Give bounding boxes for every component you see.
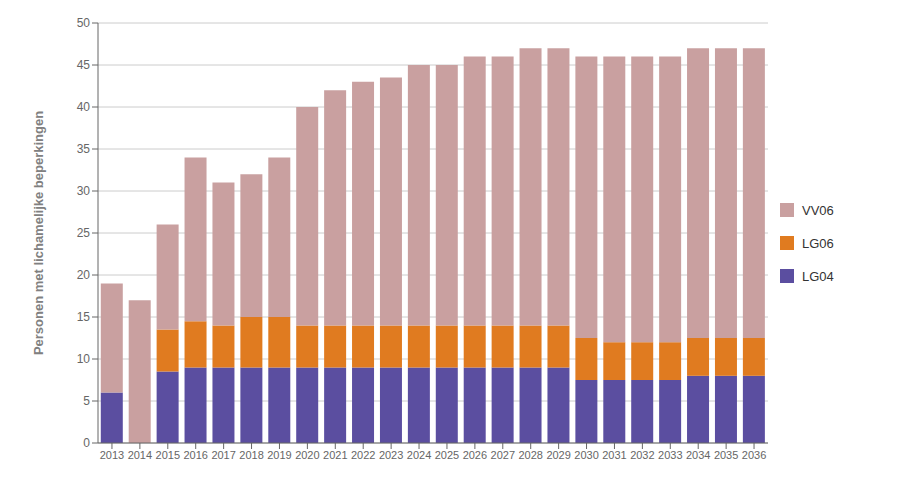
svg-text:2031: 2031 [602,449,626,461]
svg-text:2033: 2033 [658,449,682,461]
svg-text:2029: 2029 [546,449,570,461]
svg-text:2018: 2018 [239,449,263,461]
svg-text:15: 15 [77,310,91,324]
svg-text:2022: 2022 [351,449,375,461]
svg-text:2025: 2025 [435,449,459,461]
svg-text:50: 50 [77,16,91,30]
svg-text:2027: 2027 [491,449,515,461]
html-text:LG06: LG06 [802,235,834,251]
svg-text:2014: 2014 [128,449,152,461]
svg-text:2020: 2020 [295,449,319,461]
svg-text:2013: 2013 [100,449,124,461]
svg-text:2015: 2015 [156,449,180,461]
svg-text:5: 5 [83,394,90,408]
svg-text:2030: 2030 [574,449,598,461]
svg-text:0: 0 [83,436,90,450]
svg-text:25: 25 [77,226,91,240]
svg-text:2019: 2019 [267,449,291,461]
svg-text:30: 30 [77,184,91,198]
svg-text:35: 35 [77,142,91,156]
svg-text:40: 40 [77,100,91,114]
svg-text:2028: 2028 [518,449,542,461]
svg-text:2016: 2016 [183,449,207,461]
svg-text:2035: 2035 [714,449,738,461]
svg-text:2023: 2023 [379,449,403,461]
svg-text:2036: 2036 [742,449,766,461]
svg-text:20: 20 [77,268,91,282]
svg-text:2017: 2017 [211,449,235,461]
svg-text:45: 45 [77,58,91,72]
svg-text:2026: 2026 [463,449,487,461]
svg-text:Personen met lichamelijke bepe: Personen met lichamelijke beperkingen [31,111,46,355]
html-text:VV06: VV06 [802,202,834,218]
html-text:LG04: LG04 [802,268,834,284]
svg-text:2021: 2021 [323,449,347,461]
svg-text:2034: 2034 [686,449,710,461]
svg-text:10: 10 [77,352,91,366]
svg-text:2024: 2024 [407,449,431,461]
svg-text:2032: 2032 [630,449,654,461]
